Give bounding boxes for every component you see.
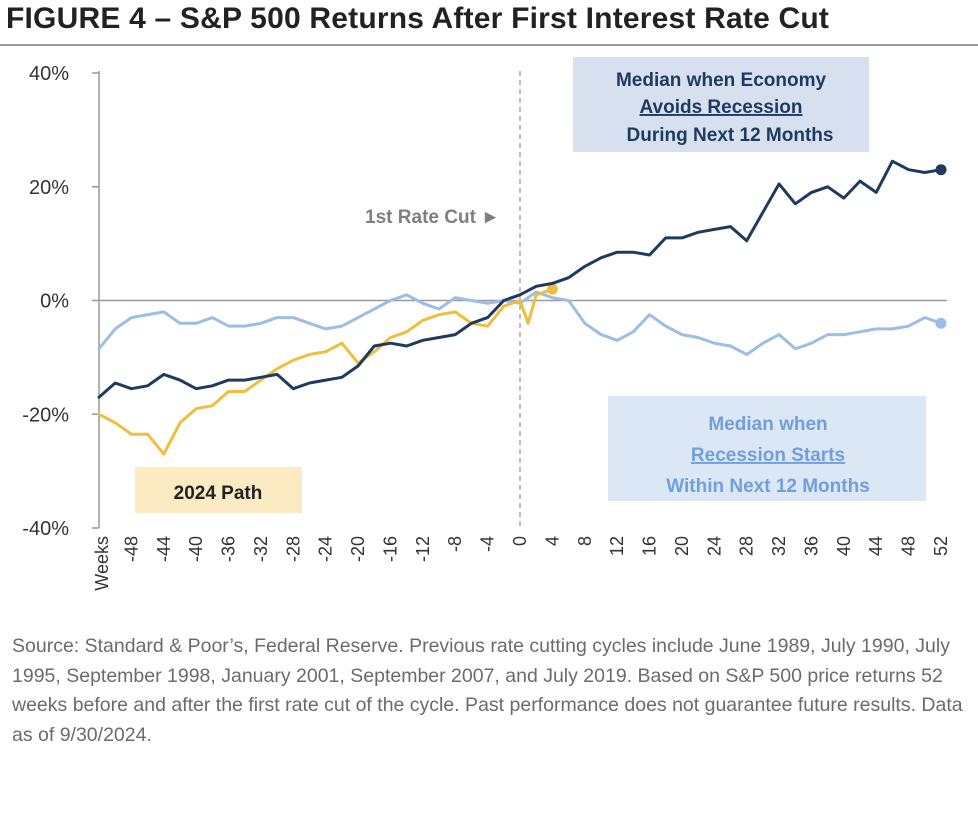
x-tick-label: -44 (154, 536, 174, 562)
x-tick-label: -36 (219, 536, 239, 562)
x-tick-label: -28 (283, 536, 303, 562)
y-tick-label: -20% (22, 404, 69, 426)
no-recession-label-line1: Median when Economy (616, 70, 827, 91)
x-tick-label: -48 (121, 536, 141, 562)
series-line-no-recession (97, 159, 943, 399)
x-tick-label: 44 (866, 536, 886, 556)
x-tick-label: 52 (931, 536, 951, 556)
y-tick-label: -40% (22, 518, 69, 540)
chart: 40%20%0%-20%-40%-48 -44 -40 -36 -32 -28 -24 -20… (22, 57, 951, 591)
recession-label-box (608, 396, 926, 501)
recession-label-line1: Median when (708, 414, 827, 435)
x-tick-label: 16 (640, 536, 660, 556)
series-line-path-2024 (97, 287, 554, 456)
tick-labels: 40%20%0%-20%-40%-48 -44 -40 -36 -32 -28 -24 -20… (22, 63, 951, 591)
x-tick-label: 12 (607, 536, 627, 556)
title-divider (0, 44, 978, 46)
source-footnote: Source: Standard & Poor’s, Federal Reser… (12, 635, 963, 746)
x-tick-label: 40 (834, 536, 854, 556)
x-tick-label: 8 (575, 536, 595, 546)
x-tick-label: 4 (542, 536, 562, 546)
recession-label-line2: Recession Starts (691, 445, 845, 466)
x-tick-label: 0 (510, 536, 530, 546)
x-tick-label: -8 (445, 536, 465, 552)
series-end-marker-path-2024 (546, 283, 558, 295)
x-tick-label: -24 (316, 536, 336, 562)
no-recession-label-line3: During Next 12 Months (627, 125, 834, 146)
series-end-marker-recession (935, 317, 947, 329)
x-tick-label: 36 (801, 536, 821, 556)
rate-cut-label: 1st Rate Cut ► (365, 207, 500, 228)
x-tick-label: 48 (899, 536, 919, 556)
x-tick-label: -40 (186, 536, 206, 562)
path-2024-label-box (135, 467, 302, 513)
x-axis-label: Weeks (92, 536, 112, 591)
no-recession-label-line2: Avoids Recession (640, 97, 803, 118)
x-tick-label: 20 (672, 536, 692, 556)
x-tick-label: -12 (413, 536, 433, 562)
series-end-marker-no-recession (935, 164, 947, 176)
x-tick-label: -20 (348, 536, 368, 562)
x-tick-label: 24 (704, 536, 724, 556)
x-tick-label: -4 (478, 536, 498, 552)
x-tick-label: 28 (737, 536, 757, 556)
y-tick-label: 40% (29, 63, 69, 85)
x-tick-label: 32 (769, 536, 789, 556)
recession-label-line3: Within Next 12 Months (666, 476, 870, 497)
series-lines (97, 159, 947, 456)
chart-title: FIGURE 4 – S&P 500 Returns After First I… (6, 2, 830, 35)
x-tick-label: -16 (380, 536, 400, 562)
y-tick-label: 0% (40, 291, 69, 313)
y-tick-label: 20% (29, 177, 69, 199)
no-recession-label-box (573, 57, 869, 152)
x-tick-label: -32 (251, 536, 271, 562)
path-2024-label: 2024 Path (174, 483, 263, 504)
